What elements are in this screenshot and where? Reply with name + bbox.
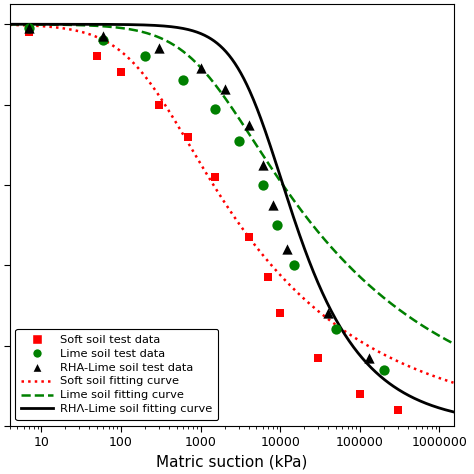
Point (184, 133, 192, 140)
Point (25, 28, 33, 36)
Point (245, 121, 252, 128)
Point (179, 77, 187, 84)
Point (100, 33, 107, 40)
Legend: Soft soil test data, Lime soil test data, RHA-Lime soil test data, Soft soil fit: Soft soil test data, Lime soil test data… (16, 329, 218, 420)
Point (141, 53, 149, 60)
Point (25, 25, 33, 32)
Point (283, 246, 291, 253)
Point (245, 233, 252, 241)
Point (211, 105, 219, 112)
Point (356, 390, 364, 398)
Point (197, 64, 204, 72)
Point (259, 161, 266, 169)
Point (117, 69, 125, 76)
Point (235, 137, 242, 145)
Point (380, 366, 388, 374)
Point (269, 201, 276, 209)
Point (155, 101, 163, 109)
X-axis label: Matric suction (kPa): Matric suction (kPa) (156, 455, 307, 470)
Point (394, 406, 401, 414)
Point (276, 310, 284, 317)
Point (259, 181, 266, 189)
Point (324, 310, 332, 317)
Point (93, 53, 101, 60)
Point (332, 326, 340, 333)
Point (25, 25, 33, 32)
Point (155, 45, 163, 52)
Point (221, 85, 228, 92)
Point (291, 262, 298, 269)
Point (365, 354, 373, 361)
Point (314, 354, 322, 361)
Point (211, 173, 219, 181)
Point (273, 221, 281, 229)
Point (264, 273, 272, 281)
Point (100, 36, 107, 44)
